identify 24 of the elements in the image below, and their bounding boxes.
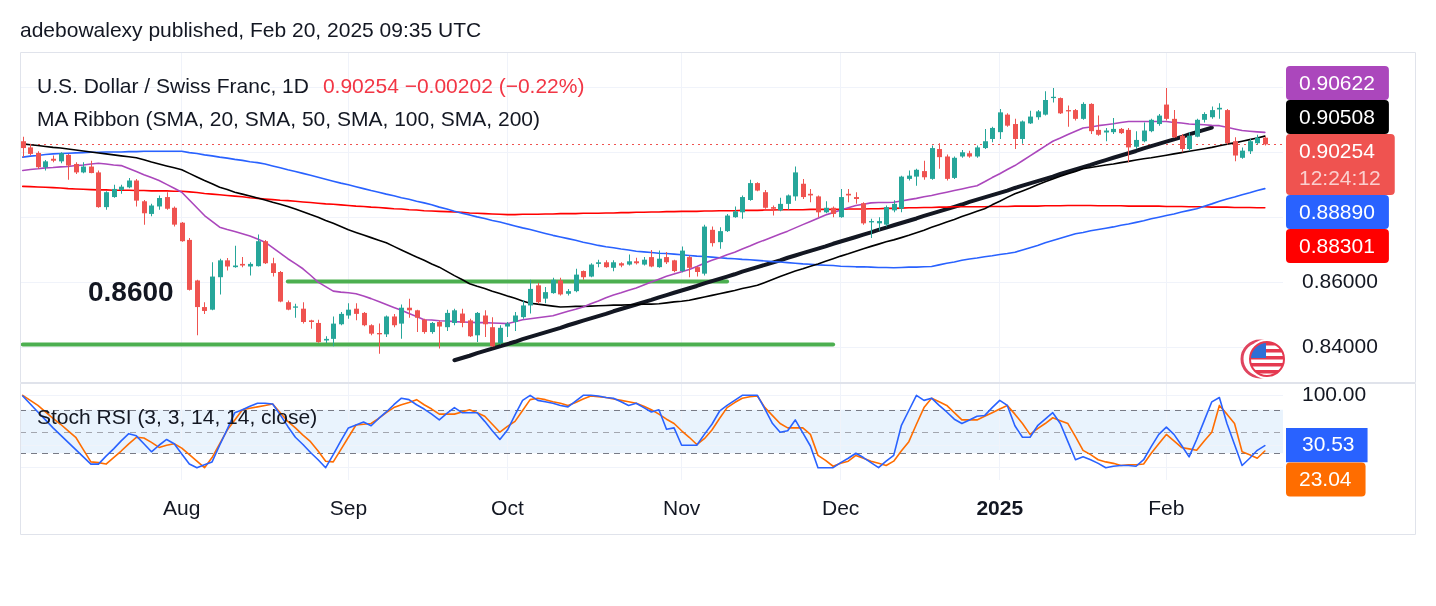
candlestick (771, 205, 776, 216)
data-label: 0.90508 (1299, 104, 1375, 128)
text: U.S. Dollar / Swiss Franc, 1D (37, 74, 309, 97)
data-label: 0.90622 (1299, 70, 1375, 94)
ref-line-label: 0.90254 (1299, 138, 1376, 162)
y-tick-label: 0.84000 (1302, 334, 1378, 358)
data-label: 23.04 (1299, 467, 1352, 491)
x-tick-label: Aug (163, 496, 201, 520)
annotation: 0.8600 (88, 275, 174, 307)
y-tick-label: 100.00 (1302, 382, 1367, 406)
data-label: 0.88890 (1299, 199, 1375, 223)
text: 12:24:12 (1299, 165, 1381, 189)
text: MA Ribbon (SMA, 20, SMA, 50, SMA, 100, SMA, 200) (37, 106, 541, 132)
annotation: 0.90254 −0.00202 (−0.22%) (322, 74, 585, 97)
x-tick-label: Oct (491, 496, 524, 520)
x-tick-label: Dec (822, 496, 860, 520)
x-tick-label: 2025 (976, 496, 1024, 520)
text: adebowalexy published, Feb 20, 2025 09:35 UTC (20, 17, 482, 43)
y-tick-label: 0.86000 (1302, 269, 1378, 293)
x-tick-label: Nov (662, 496, 701, 520)
x-tick-label: Sep (329, 496, 368, 520)
x-tick-label: Feb (1148, 496, 1185, 520)
y-tick-label: 30.53 (1302, 432, 1355, 456)
data-label: 0.88301 (1299, 233, 1375, 257)
